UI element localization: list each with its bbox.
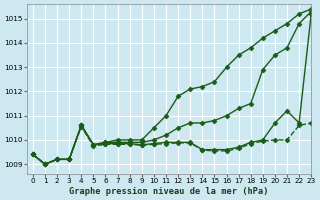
X-axis label: Graphe pression niveau de la mer (hPa): Graphe pression niveau de la mer (hPa)	[69, 187, 269, 196]
